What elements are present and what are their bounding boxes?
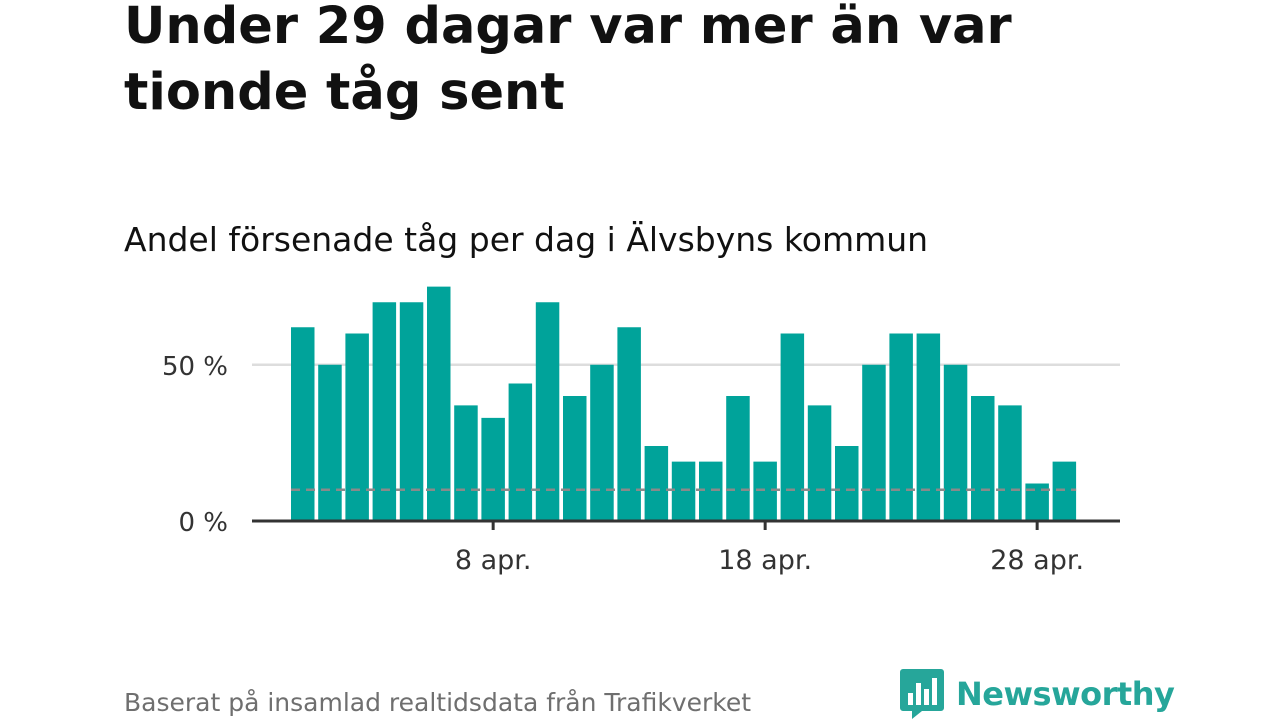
bar	[889, 333, 913, 521]
bar	[590, 364, 614, 521]
axes: 0 % 50 % 8 apr. 18 apr. 28 apr.	[162, 352, 1120, 576]
bar	[454, 405, 478, 521]
y-tick-label: 0 %	[178, 508, 228, 538]
bar	[998, 405, 1022, 521]
brand-logo-group: Newsworthy	[900, 668, 1175, 720]
bar	[943, 364, 968, 521]
bar	[807, 405, 832, 521]
bar	[699, 461, 723, 521]
bar	[671, 461, 696, 521]
bar	[291, 327, 315, 521]
bar	[399, 302, 424, 521]
bar	[971, 396, 995, 521]
bar	[481, 417, 505, 521]
bar	[1052, 461, 1077, 521]
bar	[835, 446, 859, 521]
bar	[644, 446, 669, 521]
chart-title: Under 29 dagar var mer än var tionde tåg…	[124, 0, 1012, 122]
y-tick-label: 50 %	[162, 352, 228, 382]
bar	[753, 461, 777, 521]
bar	[563, 396, 587, 521]
bar	[535, 302, 560, 521]
bar	[916, 333, 941, 521]
x-tick-label: 8 apr.	[455, 545, 532, 576]
bar	[780, 333, 805, 521]
bar	[427, 286, 451, 521]
bar	[318, 364, 342, 521]
newsworthy-logo-icon	[900, 669, 944, 719]
x-tick-label: 18 apr.	[718, 545, 812, 576]
brand-name: Newsworthy	[956, 675, 1175, 713]
source-note: Baserat på insamlad realtidsdata från Tr…	[124, 688, 752, 717]
bar	[1025, 483, 1049, 521]
bar	[726, 396, 750, 521]
bar	[862, 364, 886, 521]
bar	[372, 302, 397, 521]
chart-subtitle: Andel försenade tåg per dag i Älvsbyns k…	[124, 220, 929, 259]
bar	[345, 333, 369, 521]
x-tick-label: 28 apr.	[990, 545, 1084, 576]
bars	[291, 286, 1077, 521]
bar	[508, 383, 533, 521]
bar	[617, 327, 641, 521]
